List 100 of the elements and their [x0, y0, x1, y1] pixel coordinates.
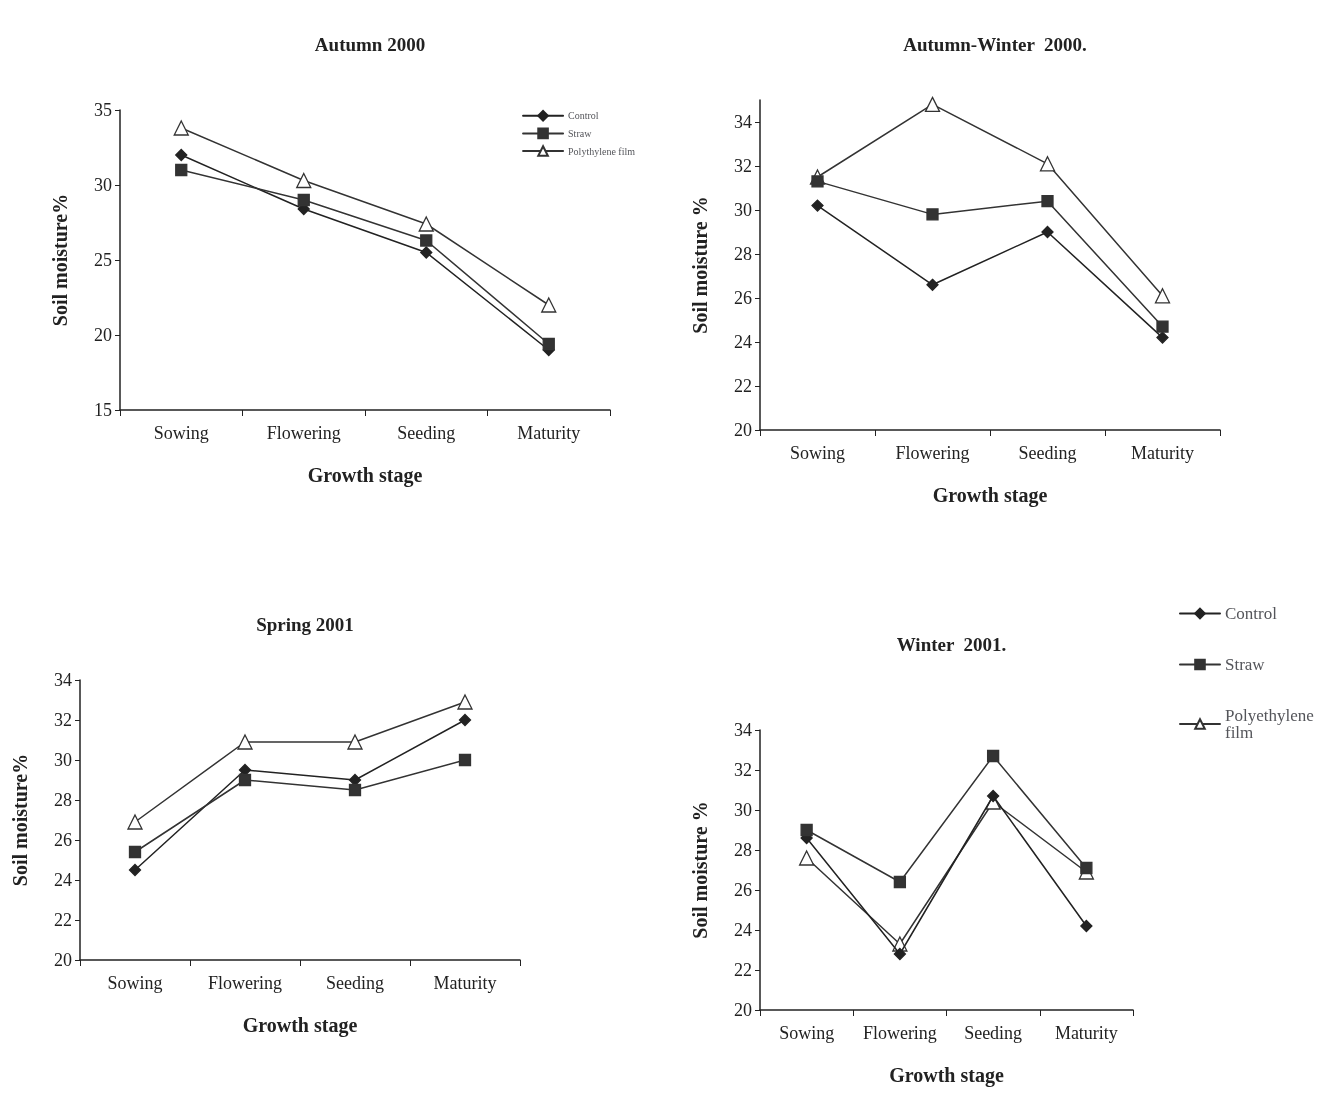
x-tick-label: Seeding: [397, 423, 456, 443]
y-axis-title: Soil moisture%: [49, 193, 71, 327]
x-tick-label: Seeding: [326, 973, 384, 993]
point: [237, 734, 253, 750]
y-tick-label: 26: [734, 880, 752, 900]
x-tick-label: Seeding: [1018, 443, 1077, 463]
chart-title: Spring 2001: [256, 614, 354, 635]
y-tick-label: 28: [54, 790, 72, 810]
point: [457, 694, 473, 710]
y-tick-label: 24: [54, 870, 72, 890]
point: [458, 753, 472, 767]
y-tick-label: 24: [734, 920, 752, 940]
x-axis-title: Growth stage: [242, 1014, 358, 1037]
y-tick-label: 30: [94, 175, 112, 195]
y-tick-label: 20: [734, 1000, 752, 1020]
legend-label: Control: [568, 110, 599, 122]
x-tick-label: Flowering: [208, 973, 282, 993]
y-tick-label: 22: [54, 910, 72, 930]
y-tick-label: 22: [734, 376, 752, 396]
y-tick-label: 34: [734, 720, 752, 740]
point: [1080, 861, 1093, 875]
y-tick-label: 24: [734, 332, 752, 352]
y-tick-label: 15: [94, 400, 112, 420]
x-tick-label: Flowering: [266, 423, 341, 443]
point: [926, 208, 939, 221]
y-tick-label: 20: [94, 325, 112, 345]
point: [1156, 320, 1169, 333]
point: [800, 823, 813, 837]
point: [893, 875, 907, 889]
point: [1156, 331, 1169, 344]
point: [420, 234, 433, 247]
point: [924, 96, 941, 113]
y-tick-label: 22: [734, 960, 752, 980]
point: [127, 814, 143, 830]
y-tick-label: 32: [734, 156, 752, 176]
y-tick-label: 30: [734, 800, 752, 820]
point: [798, 850, 815, 866]
point: [418, 216, 434, 232]
point: [1080, 919, 1093, 933]
point: [458, 713, 472, 727]
x-tick-label: Sowing: [779, 1023, 835, 1043]
x-axis-title: Growth stage: [307, 464, 423, 487]
chart-title: Autumn 2000: [314, 34, 426, 55]
y-axis-title: Soil moisture %: [689, 801, 711, 939]
point: [1154, 288, 1171, 304]
x-tick-label: Maturity: [433, 973, 497, 993]
point: [926, 278, 939, 291]
point: [542, 337, 555, 351]
x-tick-label: Flowering: [895, 443, 970, 463]
point: [296, 172, 312, 189]
point: [348, 783, 362, 797]
y-tick-label: 35: [94, 100, 112, 120]
y-tick-label: 25: [94, 250, 112, 270]
y-tick-label: 34: [734, 112, 752, 132]
x-tick-label: Sowing: [789, 443, 846, 463]
y-tick-label: 20: [54, 950, 72, 970]
x-tick-label: Sowing: [107, 973, 163, 993]
chart-title: Winter 2001.: [896, 634, 1007, 655]
x-tick-label: Flowering: [862, 1023, 937, 1043]
x-tick-label: Seeding: [964, 1023, 1023, 1043]
y-tick-label: 28: [734, 244, 752, 264]
point: [297, 193, 310, 207]
x-axis-title: Growth stage: [932, 484, 1048, 507]
point: [173, 120, 189, 136]
point: [893, 947, 907, 961]
point: [175, 148, 188, 162]
point: [1041, 195, 1054, 208]
x-tick-label: Maturity: [517, 423, 581, 443]
point: [347, 734, 363, 750]
point: [128, 845, 142, 859]
point: [238, 773, 252, 787]
y-tick-label: 26: [54, 830, 72, 850]
point: [986, 749, 1000, 763]
y-axis-title: Soil moisture %: [689, 196, 711, 334]
point: [420, 246, 433, 259]
legend-label: Straw: [1224, 655, 1266, 674]
point: [811, 175, 824, 188]
y-tick-label: 30: [54, 750, 72, 770]
point: [541, 297, 557, 313]
y-tick-label: 30: [734, 200, 752, 220]
legend-label: Control: [1224, 604, 1278, 623]
y-tick-label: 34: [54, 670, 72, 690]
x-axis-title: Growth stage: [889, 1064, 1004, 1087]
legend-label: Polyethylene film: [1224, 706, 1319, 742]
point: [175, 163, 188, 177]
x-tick-label: Maturity: [1054, 1023, 1118, 1043]
y-tick-label: 32: [54, 710, 72, 730]
y-tick-label: 32: [734, 760, 752, 780]
point: [128, 863, 142, 877]
y-tick-label: 28: [734, 840, 752, 860]
y-tick-label: 26: [734, 288, 752, 308]
legend-label: Polythylene film: [568, 145, 636, 157]
point: [1039, 156, 1056, 172]
x-tick-label: Maturity: [1131, 443, 1194, 463]
x-tick-label: Sowing: [153, 423, 209, 443]
y-tick-label: 20: [734, 420, 752, 440]
chart-title: Autumn-Winter 2000.: [903, 34, 1087, 55]
point: [811, 199, 824, 212]
point: [986, 789, 1000, 803]
legend-label: Straw: [568, 127, 593, 139]
